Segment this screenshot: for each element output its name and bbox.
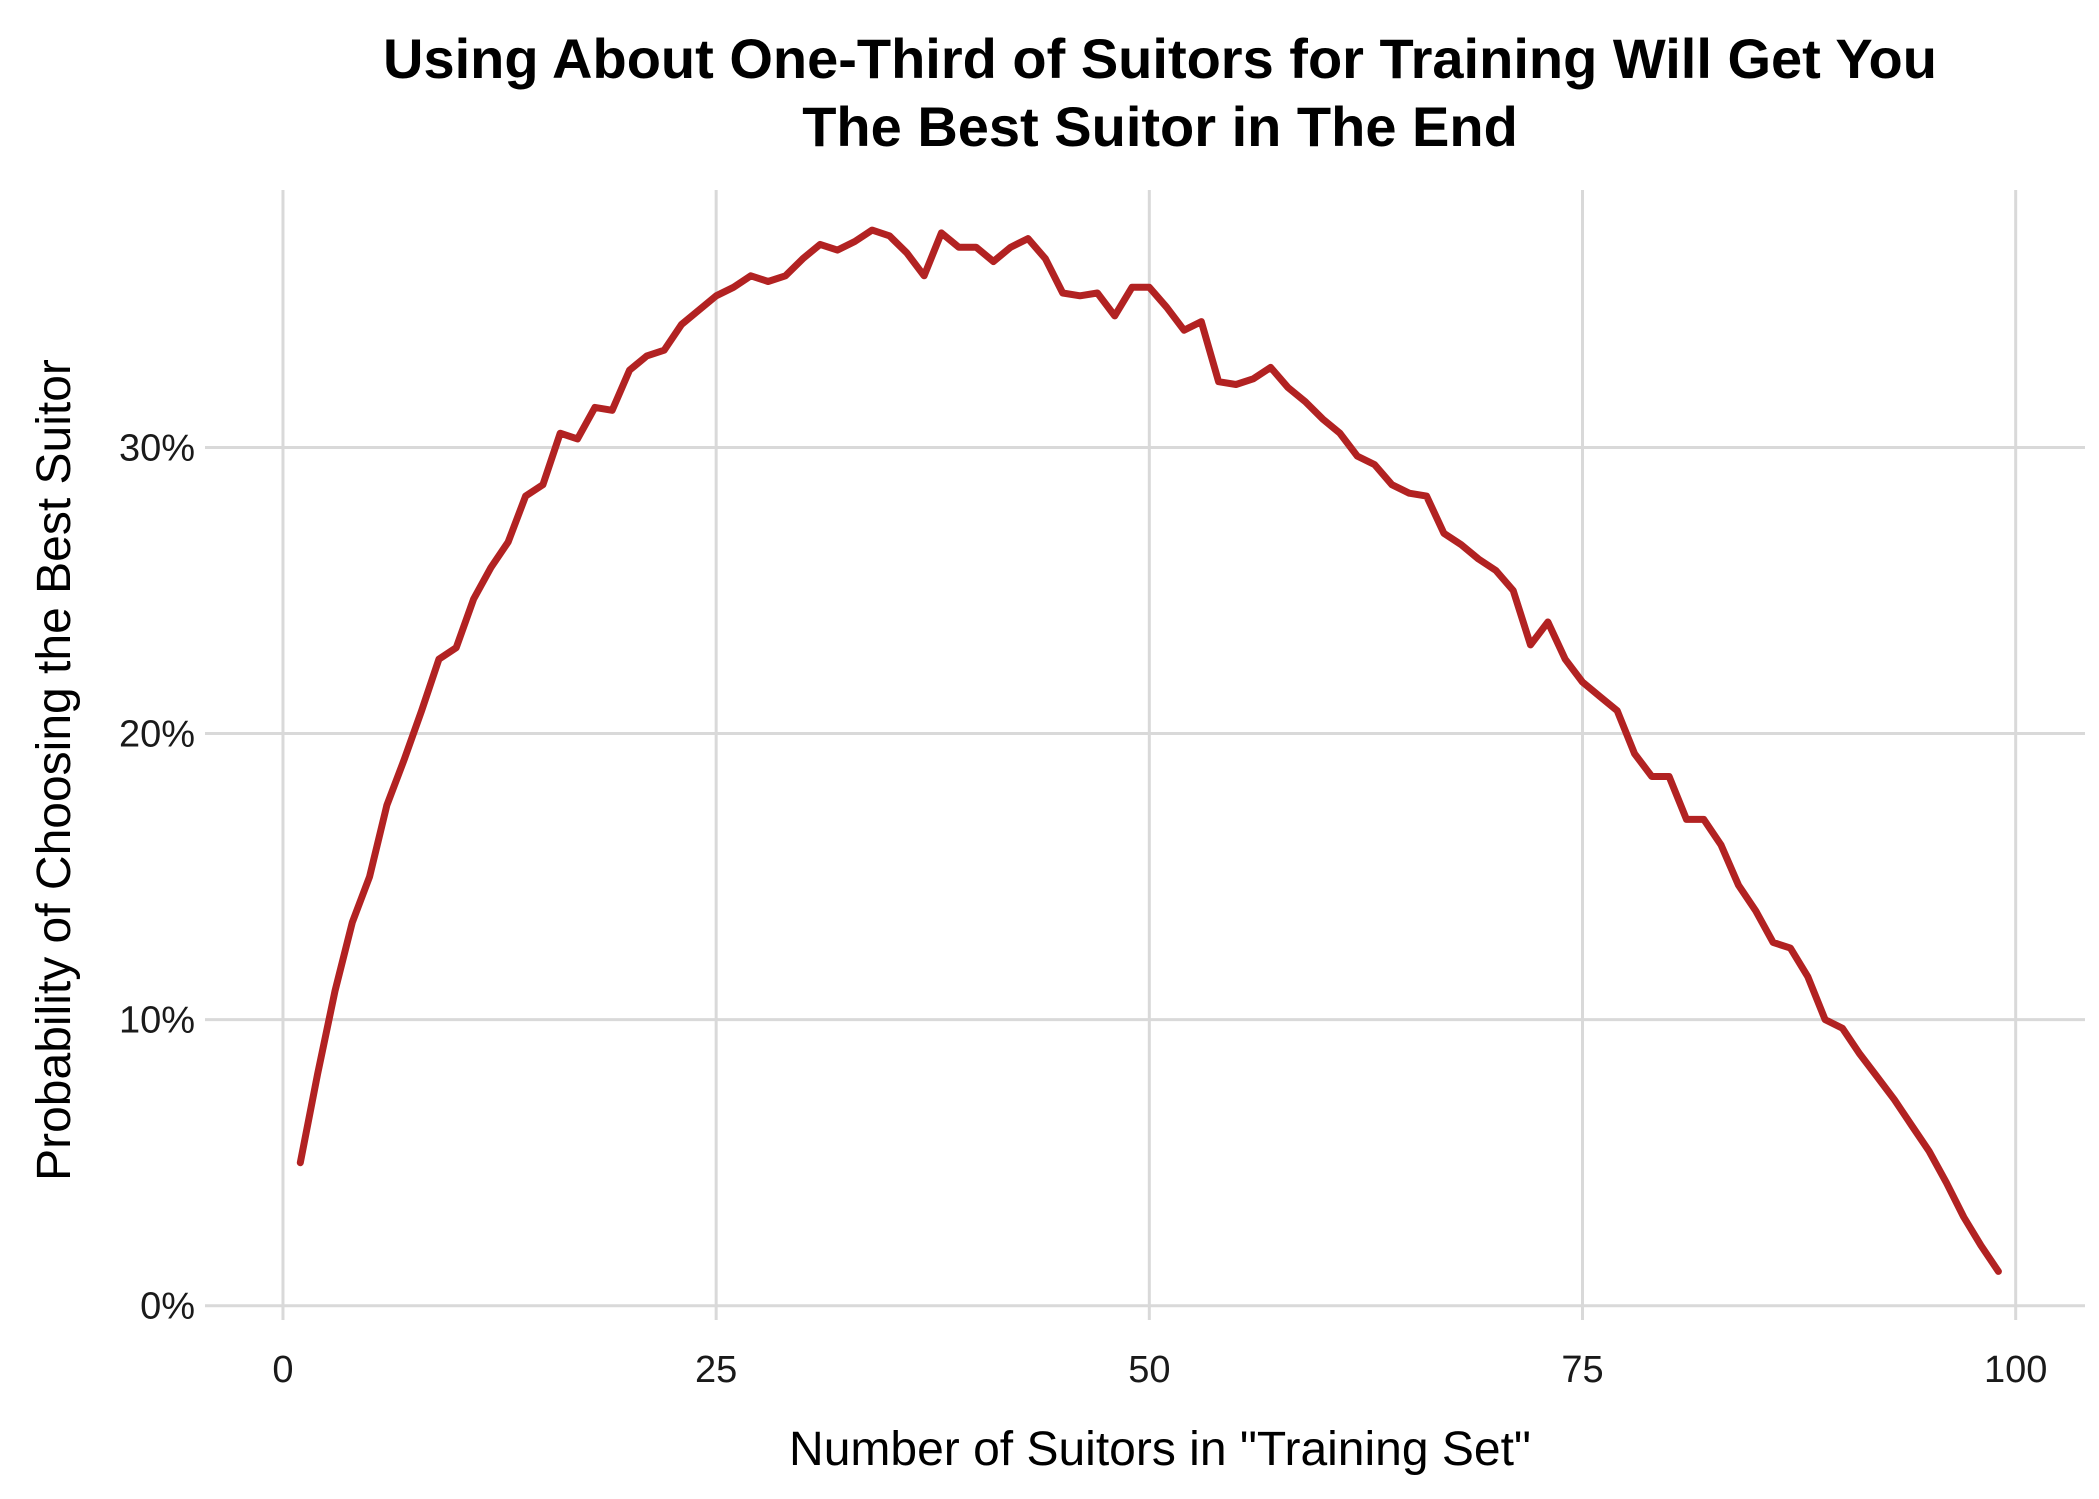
chart-title-line-1: Using About One-Third of Suitors for Tra… [383,27,1937,90]
x-tick-label: 25 [695,1349,737,1391]
x-tick-label: 50 [1128,1349,1170,1391]
y-tick-label: 30% [119,427,195,469]
series-line [296,226,2002,1275]
x-tick-label: 100 [1984,1349,2047,1391]
y-tick-label: 10% [119,1000,195,1042]
x-axis-ticks: 0 25 50 75 100 [272,1349,2047,1391]
y-axis-ticks: 0% 10% 20% 30% [119,427,195,1327]
x-axis-label: Number of Suitors in "Training Set" [789,1423,1531,1476]
x-tick-label: 75 [1561,1349,1603,1391]
grid [205,190,2085,1320]
chart-title-line-2: The Best Suitor in The End [802,95,1518,158]
y-axis-label: Probability of Choosing the Best Suitor [28,359,81,1181]
x-tick-label: 0 [272,1349,293,1391]
y-tick-label: 0% [140,1286,195,1328]
y-tick-label: 20% [119,714,195,756]
